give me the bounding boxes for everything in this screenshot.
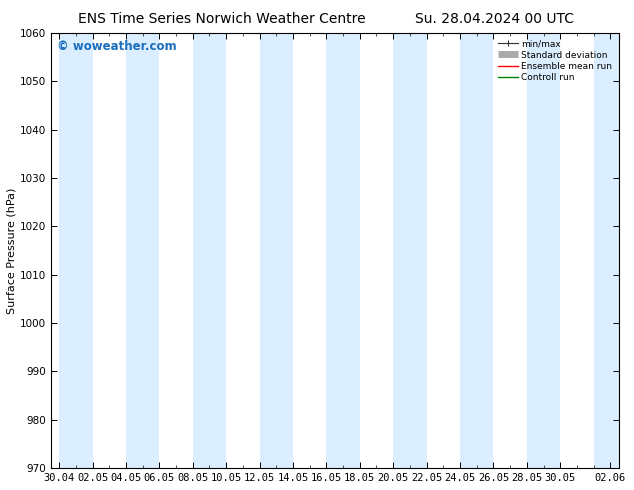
Bar <box>593 33 627 468</box>
Bar <box>527 33 560 468</box>
Bar <box>59 33 93 468</box>
Y-axis label: Surface Pressure (hPa): Surface Pressure (hPa) <box>7 187 17 314</box>
Bar <box>193 33 226 468</box>
Text: Su. 28.04.2024 00 UTC: Su. 28.04.2024 00 UTC <box>415 12 574 26</box>
Bar <box>259 33 293 468</box>
Bar <box>460 33 493 468</box>
Bar <box>393 33 427 468</box>
Bar <box>126 33 159 468</box>
Text: ENS Time Series Norwich Weather Centre: ENS Time Series Norwich Weather Centre <box>78 12 366 26</box>
Bar <box>327 33 360 468</box>
Legend: min/max, Standard deviation, Ensemble mean run, Controll run: min/max, Standard deviation, Ensemble me… <box>496 38 614 84</box>
Text: © woweather.com: © woweather.com <box>56 40 176 52</box>
